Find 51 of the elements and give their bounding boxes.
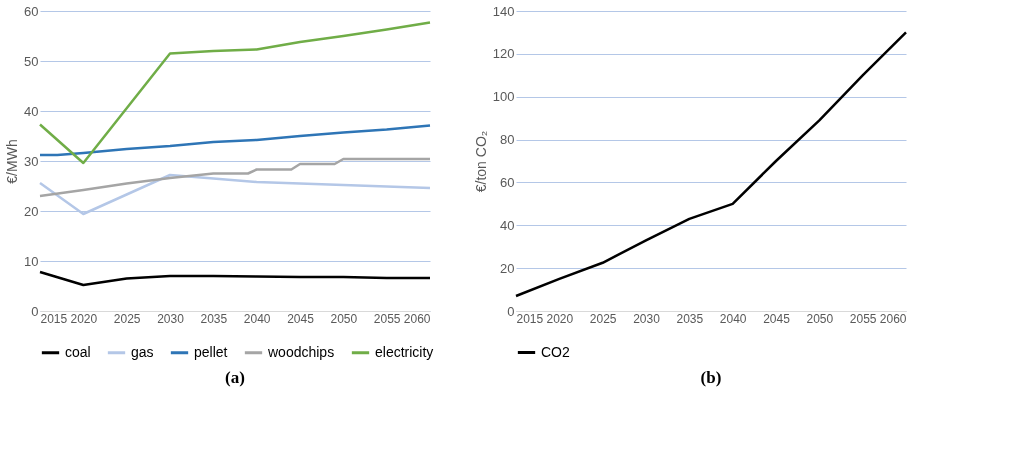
y-tick-label: 10	[24, 253, 39, 269]
x-tick-label: 2030	[157, 311, 185, 326]
line-series	[38, 157, 432, 198]
line-series	[38, 21, 432, 165]
x-tick-label: 2045	[763, 311, 791, 326]
text: (a)	[225, 368, 245, 387]
x-tick-label: 2015	[40, 311, 68, 326]
y-tick-label: 20	[500, 260, 515, 276]
x-tick-label: 2035	[200, 311, 228, 326]
y-tick-label: 0	[31, 303, 39, 319]
y-tick-label: 40	[24, 103, 39, 119]
y-tick-label: 50	[24, 53, 39, 69]
line-series	[38, 270, 432, 287]
legend-label: gas	[131, 343, 154, 360]
x-tick-label: 2055	[849, 311, 877, 326]
line-series	[38, 173, 432, 216]
legend-label: coal	[65, 343, 91, 360]
x-tick-label: 2025	[589, 311, 617, 326]
y-tick-label: 0	[507, 303, 515, 319]
x-tick-label: 2020	[70, 311, 98, 326]
x-tick-label: 2045	[287, 311, 315, 326]
x-tick-label: 2060	[403, 311, 431, 326]
x-tick-label: 2020	[546, 311, 574, 326]
x-tick-label: 2035	[676, 311, 704, 326]
legend-label: woodchips	[267, 343, 335, 360]
legend-label: CO2	[541, 343, 570, 360]
x-tick-label: 2050	[330, 311, 358, 326]
y-tick-label: 60	[24, 3, 39, 19]
y-tick-label: 140	[492, 3, 515, 19]
x-tick-label: 2015	[516, 311, 544, 326]
y-tick-label: 120	[492, 46, 515, 62]
y-tick-label: 80	[500, 132, 515, 148]
text: (b)	[700, 368, 722, 387]
y-tick-label: 100	[492, 89, 515, 105]
x-tick-label: 2050	[806, 311, 834, 326]
x-tick-label: 2025	[113, 311, 141, 326]
x-tick-label: 2040	[243, 311, 271, 326]
y-axis-title: €/ton CO₂	[472, 130, 489, 193]
y-axis-title: €/MWh	[4, 139, 21, 184]
legend-label: electricity	[375, 343, 434, 360]
x-tick-label: 2060	[879, 311, 907, 326]
line-series	[38, 124, 432, 157]
legend-label: pellet	[194, 343, 228, 360]
line-series	[514, 31, 908, 298]
x-tick-label: 2055	[373, 311, 401, 326]
y-tick-label: 30	[24, 153, 39, 169]
y-tick-label: 40	[500, 217, 515, 233]
x-tick-label: 2030	[633, 311, 661, 326]
x-tick-label: 2040	[719, 311, 747, 326]
y-tick-label: 20	[24, 203, 39, 219]
y-tick-label: 60	[500, 174, 515, 190]
